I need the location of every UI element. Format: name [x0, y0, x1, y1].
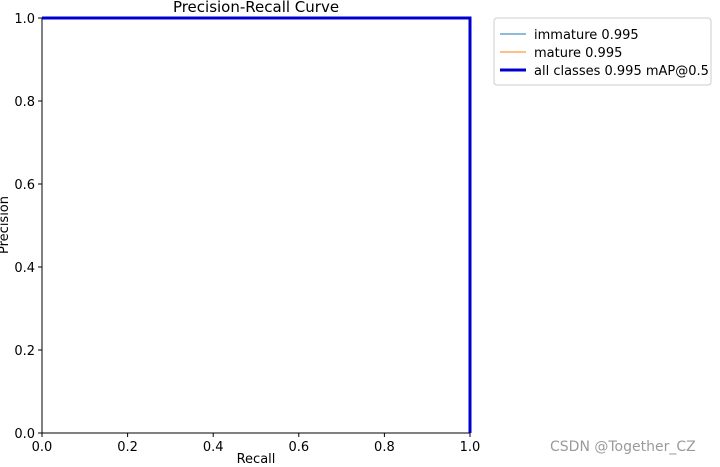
y-tick-label: 0.6	[14, 178, 35, 193]
y-tick-label: 0.0	[14, 427, 35, 442]
x-tick-label: 1.0	[460, 440, 481, 455]
x-tick-label: 0.0	[32, 440, 53, 455]
legend-box	[493, 17, 712, 86]
chart-title: Precision-Recall Curve	[173, 0, 339, 16]
legend: immature 0.995 mature 0.995 all classes 0.…	[493, 17, 712, 86]
x-tick-label: 0.4	[203, 440, 224, 455]
y-tick-label: 1.0	[14, 12, 35, 27]
x-axis-label: Recall	[237, 452, 276, 467]
watermark: CSDN @Together_CZ	[550, 439, 696, 455]
series-line-2	[42, 16, 472, 433]
legend-label-2: all classes 0.995 mAP@0.5	[534, 64, 709, 79]
plot-frame	[41, 17, 471, 434]
y-tick-label: 0.8	[14, 95, 35, 110]
series-layer	[42, 16, 472, 433]
x-tick-label: 0.6	[288, 440, 309, 455]
x-tick-label: 0.8	[374, 440, 395, 455]
legend-label-0: immature 0.995	[534, 28, 639, 43]
y-axis-label: Precision	[0, 196, 12, 254]
series-line-0	[42, 17, 471, 433]
series-line-1	[42, 17, 471, 433]
x-axis-ticks: 0.0 0.2 0.4 0.6 0.8 1.0	[32, 433, 481, 455]
y-tick-label: 0.4	[14, 261, 35, 276]
legend-items: immature 0.995 mature 0.995 all classes 0.…	[500, 28, 709, 79]
legend-label-1: mature 0.995	[534, 46, 622, 61]
y-tick-label: 0.2	[14, 344, 35, 359]
y-axis-ticks: 0.0 0.2 0.4 0.6 0.8 1.0	[14, 12, 42, 442]
x-tick-label: 0.2	[117, 440, 138, 455]
